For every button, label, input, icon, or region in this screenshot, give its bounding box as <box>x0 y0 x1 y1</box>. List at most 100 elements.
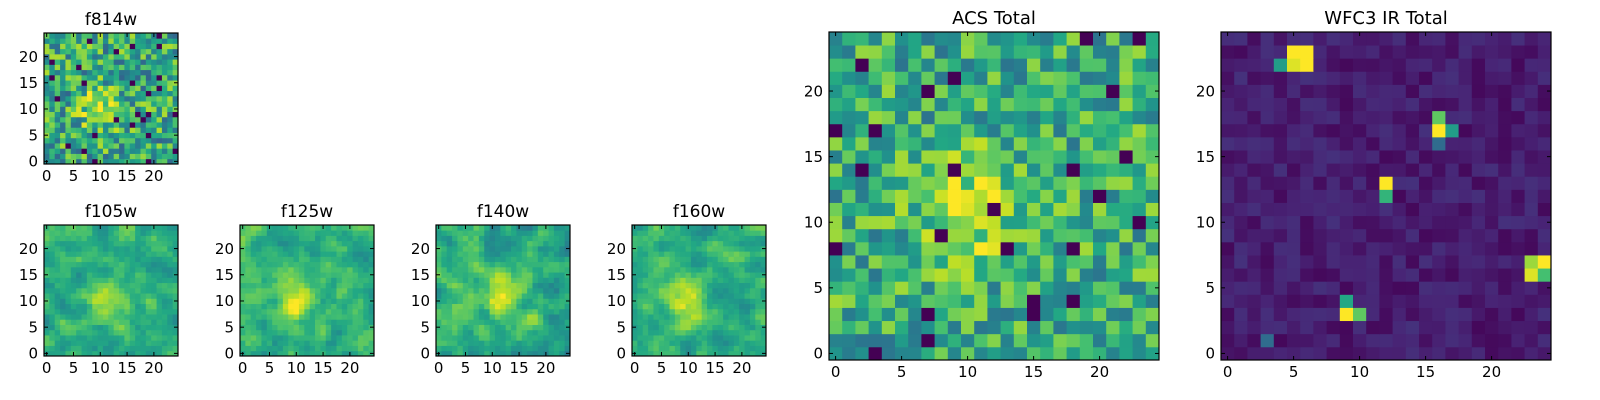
heatmap-cell <box>674 225 681 231</box>
heatmap-cell <box>749 235 756 242</box>
heatmap-cell <box>1234 294 1248 308</box>
heatmap-cell <box>690 303 697 310</box>
heatmap-cell <box>49 303 56 310</box>
heatmap-cell <box>44 251 50 257</box>
heatmap-cell <box>266 240 273 247</box>
heatmap-cell <box>760 293 767 299</box>
heatmap-cell <box>484 287 490 294</box>
heatmap-cell <box>1079 110 1094 125</box>
heatmap-cell <box>669 298 676 304</box>
heatmap-cell <box>151 308 157 315</box>
heatmap-cell <box>250 272 257 278</box>
heatmap-cell <box>516 235 523 242</box>
heatmap-cell <box>1273 346 1288 361</box>
heatmap-cell <box>108 64 115 71</box>
y-tick-label: 0 <box>224 345 234 363</box>
heatmap-cell <box>113 314 120 320</box>
heatmap-cell <box>947 281 962 295</box>
heatmap-cell <box>642 230 649 236</box>
heatmap-cell <box>60 251 66 257</box>
heatmap-cell <box>712 345 719 352</box>
heatmap-cell <box>680 266 686 273</box>
heatmap-cell <box>145 230 152 236</box>
heatmap-cell <box>457 303 464 310</box>
heatmap-cell <box>298 298 305 304</box>
heatmap-cell <box>441 230 448 236</box>
heatmap-cell <box>478 277 485 284</box>
heatmap-cell <box>564 293 571 299</box>
heatmap-cell <box>108 329 115 336</box>
heatmap-cell <box>553 319 560 325</box>
heatmap-cell <box>1119 320 1133 335</box>
heatmap-cell <box>357 230 364 236</box>
heatmap-cell <box>70 143 77 149</box>
heatmap-cell <box>1498 58 1512 72</box>
heatmap-cell <box>113 64 120 71</box>
heatmap-cell <box>1313 136 1327 151</box>
heatmap-cell <box>462 235 469 242</box>
heatmap-cell <box>1524 58 1539 72</box>
heatmap-cell <box>1511 307 1525 322</box>
heatmap-cell <box>1106 268 1120 282</box>
heatmap-cell <box>489 282 496 289</box>
heatmap-cell <box>70 69 77 76</box>
heatmap-cell <box>44 69 50 76</box>
heatmap-cell <box>172 153 179 160</box>
heatmap-cell <box>325 345 332 352</box>
heatmap-cell <box>172 235 179 242</box>
heatmap-cell <box>97 116 104 123</box>
heatmap-cell <box>70 230 77 236</box>
heatmap-cell <box>441 287 448 294</box>
heatmap-cell <box>755 225 762 231</box>
heatmap-cell <box>701 308 708 315</box>
heatmap-cell <box>124 235 131 242</box>
heatmap-cell <box>167 85 174 92</box>
heatmap-cell <box>151 153 157 160</box>
heatmap-cell <box>135 122 141 128</box>
heatmap-cell <box>172 64 179 71</box>
heatmap-cell <box>1511 97 1525 112</box>
heatmap-cell <box>648 308 654 315</box>
heatmap-cell <box>76 345 82 352</box>
heatmap-cell <box>728 293 735 299</box>
heatmap-cell <box>527 345 533 352</box>
heatmap-cell <box>559 303 566 310</box>
heatmap-cell <box>712 319 719 325</box>
heatmap-cell <box>462 277 469 284</box>
y-tick-label: 15 <box>215 266 234 284</box>
heatmap-cell <box>760 287 767 294</box>
heatmap-cell <box>723 277 729 284</box>
heatmap-cell <box>564 230 571 236</box>
heatmap-cell <box>452 308 458 315</box>
heatmap-cell <box>744 251 751 257</box>
heatmap-cell <box>642 256 649 263</box>
heatmap-cell <box>331 329 337 336</box>
heatmap-cell <box>81 111 88 118</box>
heatmap-cell <box>1353 307 1367 322</box>
heatmap-cell <box>1326 241 1341 256</box>
heatmap-cell <box>674 277 681 284</box>
heatmap-cell <box>1339 189 1354 203</box>
heatmap-cell <box>717 308 724 315</box>
heatmap-cell <box>1432 307 1446 322</box>
heatmap-cell <box>468 266 474 273</box>
heatmap-cell <box>1445 189 1459 203</box>
heatmap-cell <box>1106 346 1120 361</box>
heatmap-cell <box>696 350 703 357</box>
heatmap-cell <box>140 329 147 336</box>
heatmap-cell <box>151 345 157 352</box>
heatmap-cell <box>86 122 93 128</box>
heatmap-cell <box>140 319 147 325</box>
heatmap-cell <box>446 277 453 284</box>
heatmap-cell <box>642 350 649 357</box>
heatmap-cell <box>336 245 343 252</box>
heatmap-cell <box>755 335 762 341</box>
heatmap-cell <box>54 225 61 231</box>
heatmap-cell <box>1079 294 1094 308</box>
y-tick-label: 15 <box>19 74 38 92</box>
heatmap-cell <box>934 97 949 112</box>
heatmap-cell <box>653 350 660 357</box>
heatmap-cell <box>277 240 284 247</box>
heatmap-cell <box>1145 32 1160 46</box>
heatmap-cell <box>527 282 533 289</box>
